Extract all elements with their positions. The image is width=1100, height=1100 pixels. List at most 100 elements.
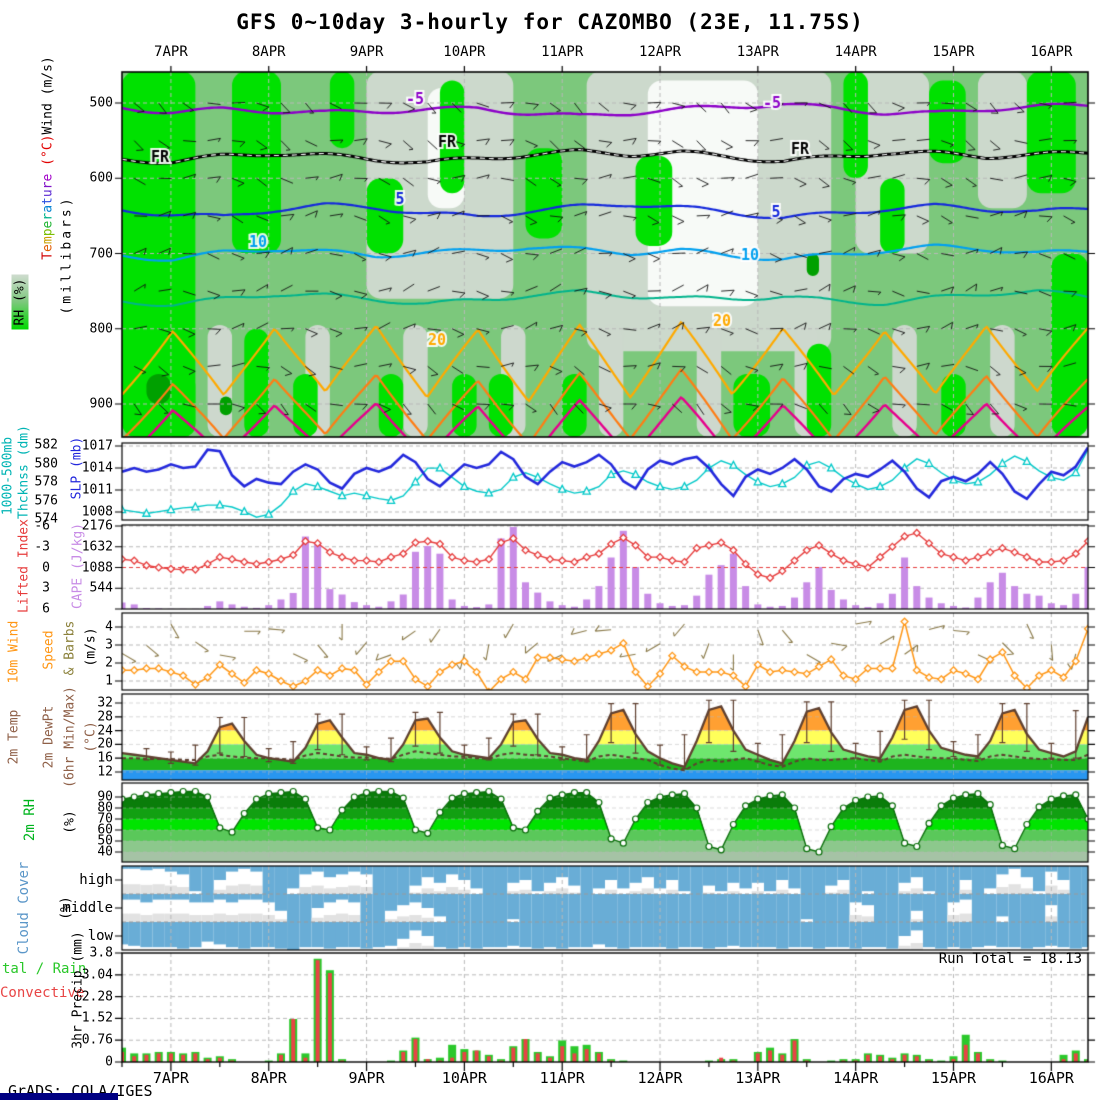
lifted-index-tick-label: 3 <box>42 580 50 596</box>
temp-tick-label: 32 <box>97 695 113 711</box>
lifted-index-axis-label: Lifted Index <box>16 519 32 613</box>
cloud-row-label: low <box>87 928 113 944</box>
rh-axis-chip: RH (%) <box>11 274 29 330</box>
wind-speed-tick-label: 1 <box>105 673 113 689</box>
slp-tick-label: 1017 <box>81 438 113 454</box>
date-label-top: 9APR <box>349 44 384 60</box>
precip-tick-label: 3.8 <box>89 945 113 961</box>
temperature-letter: u <box>40 189 56 198</box>
temp2m-axis-label-2: 2m DewPt <box>41 705 57 769</box>
date-label-bottom: 9APR <box>348 1069 385 1087</box>
lifted-index-tick-label: -6 <box>34 518 50 534</box>
cloud-row-label: high <box>79 872 113 888</box>
temperature-axis-label: Temperature <box>41 166 56 260</box>
date-label-top: 14APR <box>834 44 877 60</box>
cape-tick-label: 1088 <box>81 560 113 575</box>
thickness-tick-label: 578 <box>34 474 58 490</box>
pressure-tick-label: 600 <box>89 170 113 186</box>
upper-air-left-axis-label: Temperature (°C)Wind (m/s) <box>41 56 56 260</box>
pressure-tick-label: 500 <box>89 95 113 111</box>
pressure-tick-label: 900 <box>89 396 113 412</box>
precip-total-legend: tal / Rain <box>2 961 87 977</box>
wind-speed-tick-label: 3 <box>105 637 113 653</box>
date-label-bottom: 16APR <box>1028 1069 1074 1087</box>
millibars-axis-label: (millibars) <box>59 195 75 315</box>
cape-tick-label: 1632 <box>81 539 113 555</box>
precip-convective-legend: Convective <box>0 985 85 1001</box>
precip-tick-label: 0 <box>105 1054 113 1070</box>
rh2m-unit-label: (%) <box>62 810 78 834</box>
cloud-cover-axis-label: Cloud Cover <box>16 861 32 955</box>
temp-tick-label: 12 <box>97 764 113 780</box>
page-title: GFS 0~10day 3-hourly for CAZOMBO (23E, 1… <box>236 10 864 34</box>
rh-tick-label: 90 <box>97 789 113 805</box>
rh2m-axis-label: 2m RH <box>22 798 38 842</box>
date-label-top: 15APR <box>932 44 975 60</box>
wind-speed-tick-label: 2 <box>105 655 113 671</box>
date-label-bottom: 8APR <box>250 1069 287 1087</box>
pressure-tick-label: 700 <box>89 246 113 261</box>
date-label-bottom: 15APR <box>930 1069 977 1087</box>
wind10m-axis-label-3: & Barbs <box>62 620 78 676</box>
temperature-letter: r <box>40 181 56 190</box>
precip-tick-label: 0.76 <box>81 1032 113 1048</box>
date-label-top: 8APR <box>251 44 286 60</box>
temperature-letter: e <box>40 220 56 229</box>
rh-axis-label: RH (%) <box>11 274 29 330</box>
thickness-tick-label: 580 <box>34 456 58 471</box>
temp-tick-label: 16 <box>97 750 113 766</box>
thickness-axis-label-1: 1000-500mb <box>0 436 16 516</box>
date-label-top: 13APR <box>736 44 779 60</box>
date-label-bottom: 14APR <box>833 1069 879 1087</box>
temperature-letter: m <box>40 236 56 245</box>
wind-speed-tick-label: 4 <box>105 619 113 635</box>
cape-tick-label: 2176 <box>81 518 113 534</box>
temp-tick-label: 24 <box>97 723 113 739</box>
date-label-top: 7APR <box>154 44 188 60</box>
thickness-tick-label: 576 <box>34 493 58 508</box>
temp-tick-label: 20 <box>97 736 113 752</box>
date-label-top: 11APR <box>541 44 584 60</box>
rh-tick-label: 80 <box>97 800 113 816</box>
precip-tick-label: 3.04 <box>81 967 113 983</box>
temperature-unit-label: (°C) <box>40 134 56 166</box>
pressure-tick-label: 800 <box>89 321 113 337</box>
thickness-axis-label-2: Thcknss (dm) <box>16 425 32 519</box>
temperature-letter: t <box>40 197 56 205</box>
temp2m-unit-label: (°C) <box>83 721 99 753</box>
date-label-bottom: 12APR <box>637 1069 683 1087</box>
date-label-top: 16APR <box>1030 44 1073 60</box>
temperature-letter: p <box>40 228 56 237</box>
date-label-bottom: 7APR <box>152 1069 189 1087</box>
temperature-letter: T <box>40 251 56 260</box>
cloud-row-label: middle <box>62 900 113 916</box>
run-total-label: Run Total = 18.13 <box>938 951 1082 967</box>
lifted-index-tick-label: 6 <box>42 601 50 617</box>
precip-tick-label: 2.28 <box>81 989 113 1005</box>
temperature-letter: e <box>40 173 56 182</box>
precip-tick-label: 1.52 <box>81 1010 113 1026</box>
grads-footer-bar <box>0 1093 118 1100</box>
wind10m-unit-label: (m/s) <box>83 627 99 667</box>
temp2m-axis-label-3: (6hr Min/Max) <box>62 686 78 788</box>
lifted-index-tick-label: -3 <box>34 539 50 555</box>
rh-tick-label: 60 <box>97 822 113 838</box>
temp-tick-label: 28 <box>97 709 113 725</box>
temperature-letter: e <box>40 244 56 252</box>
wind10m-axis-label-2: Speed <box>41 630 57 670</box>
date-label-top: 12APR <box>638 44 682 60</box>
date-label-top: 10APR <box>443 44 486 60</box>
slp-tick-label: 1008 <box>81 504 113 520</box>
thickness-tick-label: 582 <box>34 437 58 453</box>
wind10m-axis-label-1: 10m Wind <box>6 620 22 684</box>
date-label-bottom: 11APR <box>539 1069 585 1087</box>
temp2m-axis-label-1: 2m Temp <box>6 709 22 765</box>
cape-tick-label: 544 <box>89 580 113 596</box>
wind-axis-label: Wind (m/s) <box>40 56 56 135</box>
lifted-index-tick-label: 0 <box>42 560 50 575</box>
date-label-bottom: 13APR <box>735 1069 781 1087</box>
temperature-letter: r <box>40 212 56 221</box>
slp-tick-label: 1014 <box>81 460 113 476</box>
